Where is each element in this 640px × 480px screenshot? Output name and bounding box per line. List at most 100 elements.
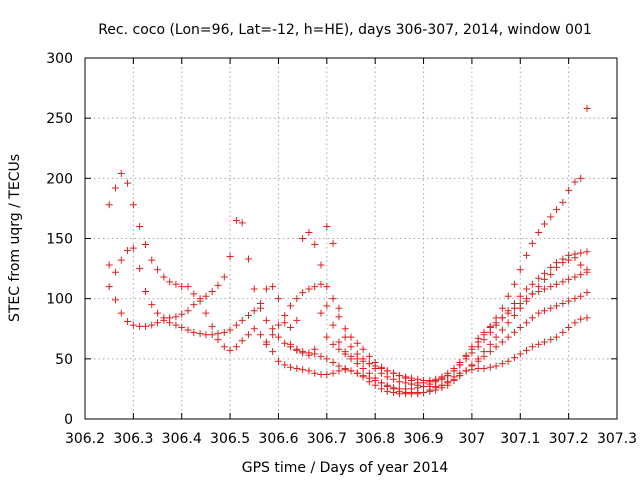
data-point	[420, 389, 428, 397]
data-point	[540, 307, 548, 315]
data-point	[141, 287, 149, 295]
data-point	[178, 324, 186, 332]
data-point	[341, 364, 349, 372]
data-point	[559, 259, 567, 267]
x-axis-label: GPS time / Days of year 2014	[242, 460, 449, 476]
x-tick-label: 306.2	[65, 431, 105, 447]
data-point	[377, 385, 385, 393]
data-point	[547, 336, 555, 344]
x-tick-label: 306.3	[113, 431, 153, 447]
y-tick-label: 150	[46, 232, 73, 248]
y-tick-label: 200	[46, 171, 73, 187]
data-point	[377, 379, 385, 387]
data-point	[540, 269, 548, 277]
data-point	[262, 316, 270, 324]
data-point	[486, 348, 494, 356]
data-point	[329, 369, 337, 377]
data-point	[365, 352, 373, 360]
data-point	[190, 301, 198, 309]
data-point	[420, 383, 428, 391]
data-point	[547, 271, 555, 279]
data-point	[547, 304, 555, 312]
data-point	[395, 372, 403, 380]
data-point	[323, 222, 331, 230]
data-point	[510, 280, 518, 288]
data-point	[540, 285, 548, 293]
data-point	[226, 346, 234, 354]
data-point	[474, 343, 482, 351]
data-point	[528, 280, 536, 288]
data-point	[281, 312, 289, 320]
data-point	[535, 287, 543, 295]
data-point	[317, 280, 325, 288]
data-point	[124, 318, 132, 326]
data-point	[432, 375, 440, 383]
data-point	[523, 251, 531, 259]
data-point	[129, 244, 137, 252]
data-point	[208, 331, 216, 339]
data-point	[166, 319, 174, 327]
data-point	[220, 343, 228, 351]
data-point	[504, 357, 512, 365]
data-point	[571, 319, 579, 327]
x-tick-label: 306.7	[307, 431, 347, 447]
data-point	[347, 355, 355, 363]
data-point	[117, 309, 125, 317]
data-point	[426, 376, 434, 384]
x-tick-label: 306.5	[210, 431, 250, 447]
data-point	[287, 340, 295, 348]
data-point	[504, 319, 512, 327]
data-point	[414, 381, 422, 389]
data-point	[510, 354, 518, 362]
data-point	[516, 350, 524, 358]
data-point	[160, 273, 168, 281]
data-point	[214, 330, 222, 338]
y-tick-label: 50	[55, 352, 73, 368]
data-point	[111, 268, 119, 276]
data-point	[577, 261, 585, 269]
data-point	[281, 319, 289, 327]
data-point	[462, 367, 470, 375]
data-point	[208, 322, 216, 330]
data-point	[202, 309, 210, 317]
data-point	[383, 383, 391, 391]
data-point	[371, 374, 379, 382]
y-tick-label: 300	[46, 51, 73, 67]
data-point	[269, 325, 277, 333]
data-point	[148, 256, 156, 264]
data-point	[148, 321, 156, 329]
data-point	[305, 228, 313, 236]
data-point	[383, 367, 391, 375]
data-point	[299, 235, 307, 242]
data-point	[262, 340, 270, 348]
data-point	[184, 283, 192, 291]
data-point	[353, 339, 361, 347]
y-tick-label: 0	[64, 412, 73, 428]
data-point	[293, 295, 301, 303]
data-point	[305, 351, 313, 359]
data-point	[250, 307, 258, 315]
data-point	[395, 378, 403, 386]
data-point	[516, 292, 524, 300]
data-point	[468, 362, 476, 370]
data-point	[390, 369, 398, 377]
data-point	[329, 295, 337, 303]
data-point	[504, 292, 512, 300]
data-point	[504, 309, 512, 317]
data-point	[208, 287, 216, 295]
data-point	[395, 387, 403, 395]
data-point	[523, 346, 531, 354]
data-point	[238, 219, 246, 227]
data-point	[293, 316, 301, 324]
data-point	[516, 299, 524, 307]
data-point	[492, 319, 500, 327]
data-point	[329, 239, 337, 247]
data-point	[154, 266, 162, 274]
data-point	[202, 292, 210, 300]
data-point	[540, 338, 548, 346]
data-point	[480, 352, 488, 360]
data-point	[547, 283, 555, 291]
data-point	[402, 379, 410, 387]
data-point	[196, 330, 204, 338]
x-tick-label: 306.8	[355, 431, 395, 447]
